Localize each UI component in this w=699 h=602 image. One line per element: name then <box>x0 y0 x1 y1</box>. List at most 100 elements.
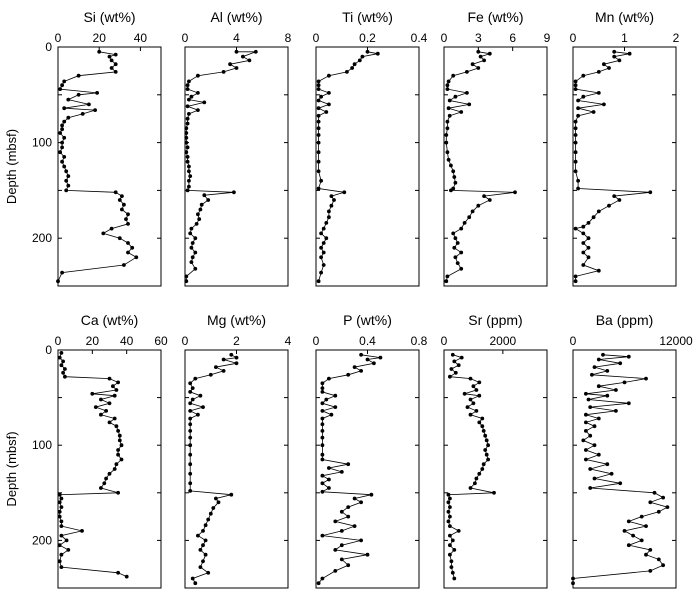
series-line <box>185 51 256 282</box>
data-point <box>119 457 124 462</box>
data-point <box>316 279 321 284</box>
x-tick-label: 1 <box>621 31 628 45</box>
data-point <box>190 255 195 260</box>
data-point <box>467 102 472 107</box>
y-tick-label: 100 <box>32 136 52 150</box>
data-point <box>576 186 580 191</box>
data-point <box>187 169 191 174</box>
data-point <box>352 524 357 528</box>
data-point <box>459 250 464 255</box>
data-point <box>64 169 69 174</box>
data-point <box>474 388 479 392</box>
data-point <box>188 452 193 457</box>
data-point <box>453 180 458 185</box>
data-point <box>446 519 451 524</box>
data-point <box>327 215 331 220</box>
data-point <box>327 102 331 107</box>
x-tick-label: 0.4 <box>359 334 376 348</box>
data-point <box>452 576 457 581</box>
data-point <box>586 397 591 402</box>
data-point <box>492 490 496 495</box>
data-point <box>445 83 450 88</box>
data-point <box>116 429 120 433</box>
data-point <box>201 405 205 409</box>
data-point <box>468 397 473 402</box>
x-tick-label: 20 <box>86 334 100 348</box>
data-point <box>188 416 193 421</box>
data-point <box>449 367 454 371</box>
data-point <box>449 188 453 193</box>
data-point <box>116 448 120 452</box>
data-point <box>107 54 112 59</box>
data-point <box>247 58 252 63</box>
data-point <box>316 133 321 137</box>
data-point <box>57 543 62 548</box>
data-point <box>329 203 334 208</box>
data-point <box>592 443 597 448</box>
data-point <box>581 241 586 245</box>
data-point <box>203 538 208 543</box>
data-point <box>185 188 190 193</box>
data-point <box>87 102 91 107</box>
panel-title: Si (wt%) <box>83 9 135 25</box>
data-point <box>221 357 226 362</box>
data-point <box>477 471 482 476</box>
x-tick-label: 0 <box>441 334 448 348</box>
data-point <box>59 351 64 355</box>
data-point <box>614 388 618 392</box>
data-point <box>614 409 618 413</box>
data-point <box>320 386 325 390</box>
data-point <box>471 384 476 389</box>
data-point <box>64 188 69 193</box>
panel-al-wt: Al (wt%) 0 4 8 <box>182 9 292 287</box>
data-point <box>320 457 325 462</box>
data-point <box>321 226 326 231</box>
data-point <box>216 500 221 505</box>
data-point <box>196 108 200 112</box>
data-point <box>201 559 205 564</box>
data-point <box>62 106 67 111</box>
panel-title: Al (wt%) <box>210 9 262 25</box>
data-point <box>206 198 211 202</box>
data-point <box>107 376 112 381</box>
data-point <box>126 250 130 255</box>
data-point <box>319 231 323 236</box>
data-point <box>93 405 98 409</box>
data-point <box>320 416 325 421</box>
data-point <box>626 543 631 548</box>
y-tick-label: 100 <box>32 438 52 452</box>
data-point <box>57 514 62 519</box>
data-point <box>465 405 470 409</box>
data-point <box>471 401 476 406</box>
data-point <box>327 486 331 490</box>
data-point <box>448 505 452 509</box>
data-point <box>324 236 329 241</box>
data-point <box>107 420 112 425</box>
data-point <box>104 476 108 481</box>
data-point <box>62 119 67 124</box>
data-point <box>316 98 321 103</box>
data-point <box>189 94 194 99</box>
data-point <box>365 552 370 557</box>
x-tick-label: 9 <box>544 31 551 45</box>
data-point <box>320 452 325 457</box>
data-point <box>193 581 198 586</box>
data-point <box>188 429 193 433</box>
data-point <box>327 209 331 214</box>
x-tick-label: 0 <box>570 31 577 45</box>
data-point <box>648 569 653 573</box>
data-point <box>62 79 67 84</box>
data-point <box>484 438 489 443</box>
data-point <box>327 73 331 78</box>
data-point <box>321 241 326 245</box>
series-line <box>572 354 669 584</box>
data-point <box>320 481 325 486</box>
data-point <box>102 481 107 486</box>
data-point <box>661 563 665 568</box>
data-point <box>109 226 114 231</box>
data-point <box>448 552 452 557</box>
data-point <box>188 489 193 493</box>
data-point <box>203 523 208 528</box>
plot-frame <box>57 46 162 287</box>
data-point <box>618 481 623 486</box>
